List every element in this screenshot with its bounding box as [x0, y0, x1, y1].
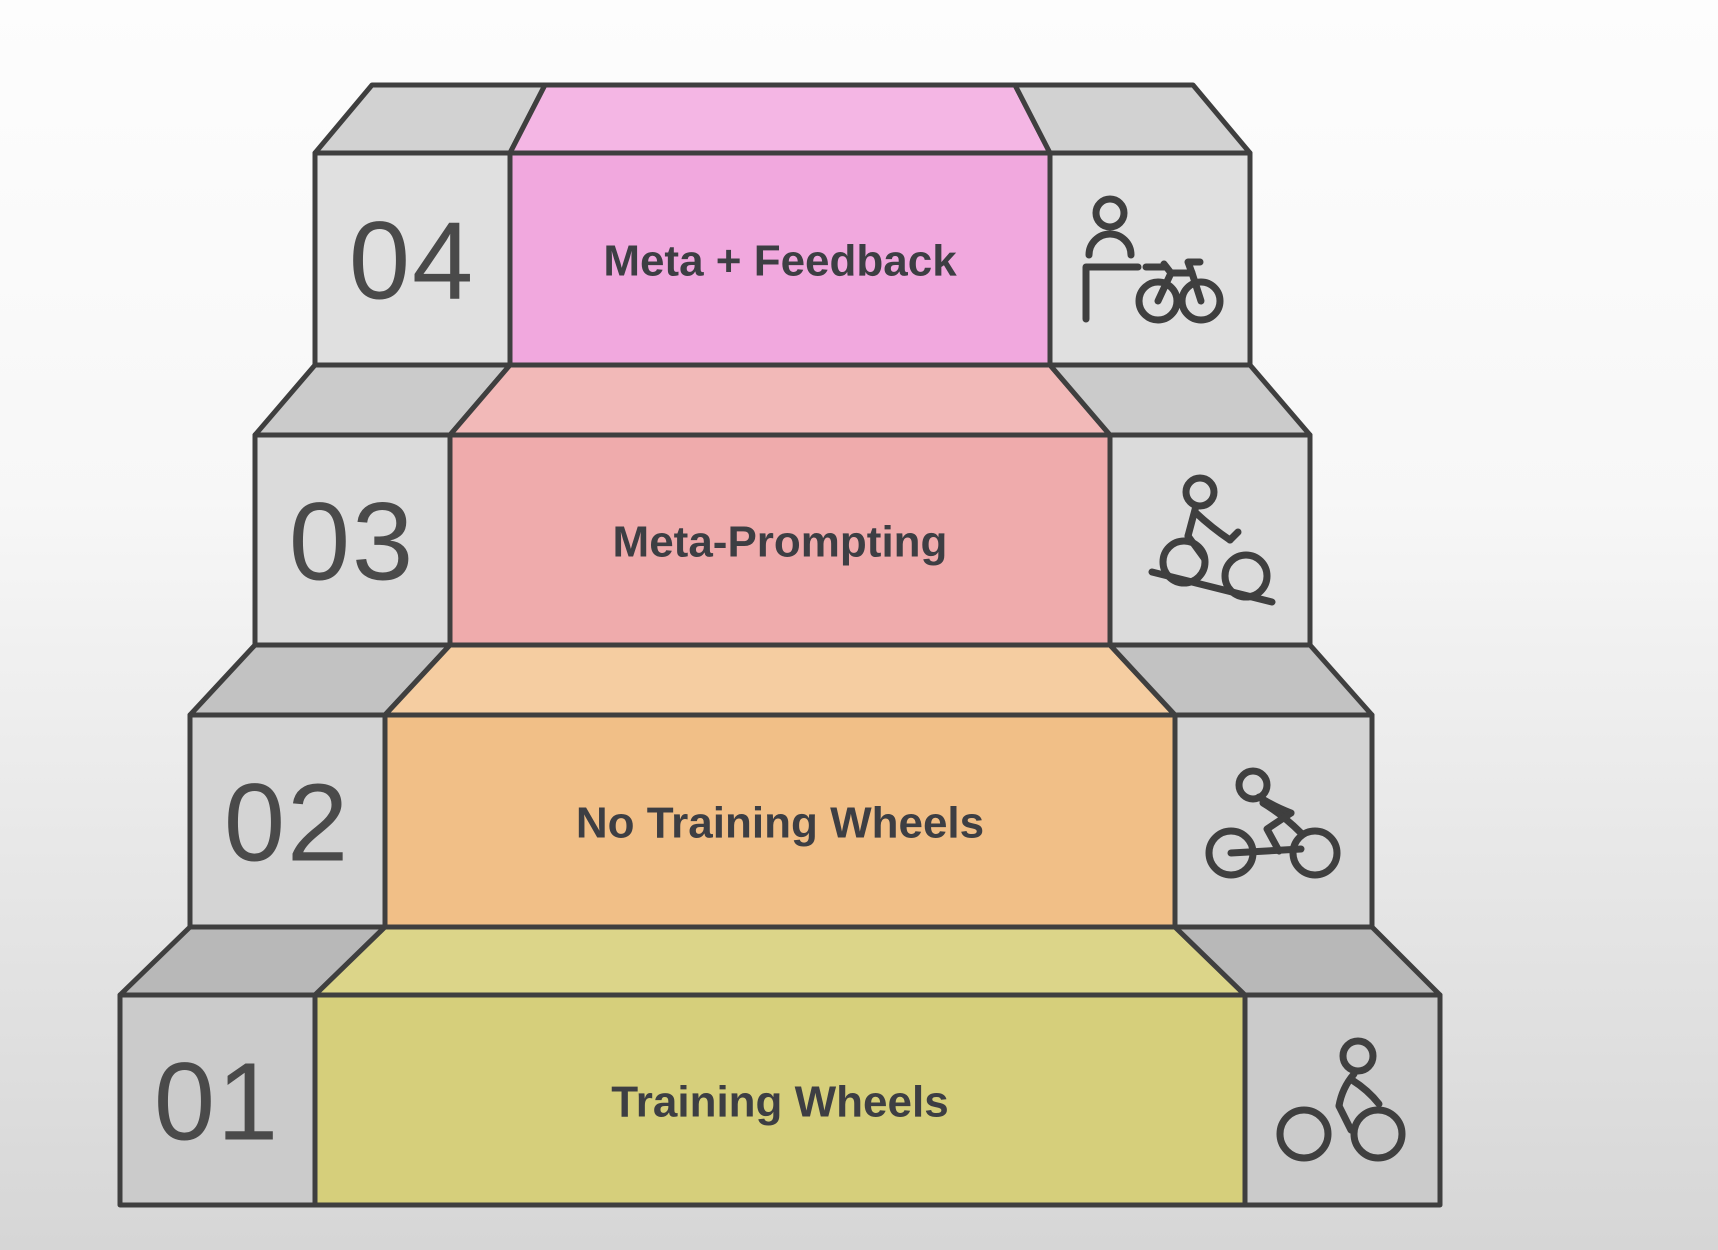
step-02-center-top-face	[382, 642, 1178, 718]
step-03-icon-box	[1107, 432, 1313, 648]
step-04: 04 Meta + Feedback	[312, 82, 1253, 368]
step-01-label-band	[312, 992, 1248, 1208]
step-04-center-top-face	[507, 82, 1053, 156]
person-standing-with-bike-icon	[1082, 195, 1224, 324]
step-03-label-band	[447, 432, 1113, 648]
step-01: 01 Training Wheels	[117, 924, 1443, 1208]
step-03-label: Meta-Prompting	[613, 518, 948, 567]
step-03-number: 03	[289, 481, 415, 604]
step-01-label: Training Wheels	[611, 1078, 948, 1127]
step-02-number: 02	[224, 762, 350, 885]
step-01-number: 01	[154, 1041, 280, 1164]
step-04-label-band	[507, 150, 1053, 368]
step-02: 02 No Training Wheels	[187, 642, 1375, 930]
racing-cyclist-icon	[1205, 767, 1341, 879]
step-03: 03 Meta-Prompting	[252, 362, 1313, 648]
step-04-right-top-face	[1012, 82, 1253, 156]
step-03-center-top-face	[447, 362, 1113, 438]
step-02-label-band	[382, 712, 1178, 930]
upright-cyclist-icon	[1276, 1037, 1406, 1162]
step-04-icon-box	[1047, 150, 1253, 368]
step-04-number: 04	[349, 200, 475, 323]
step-04-number-box	[312, 150, 513, 368]
step-03-number-box	[252, 432, 453, 648]
step-02-label: No Training Wheels	[576, 799, 984, 848]
step-04-label: Meta + Feedback	[603, 237, 957, 286]
downhill-cyclist-icon	[1148, 474, 1276, 606]
step-04-left-top-face	[312, 82, 548, 156]
step-01-center-top-face	[312, 924, 1248, 998]
